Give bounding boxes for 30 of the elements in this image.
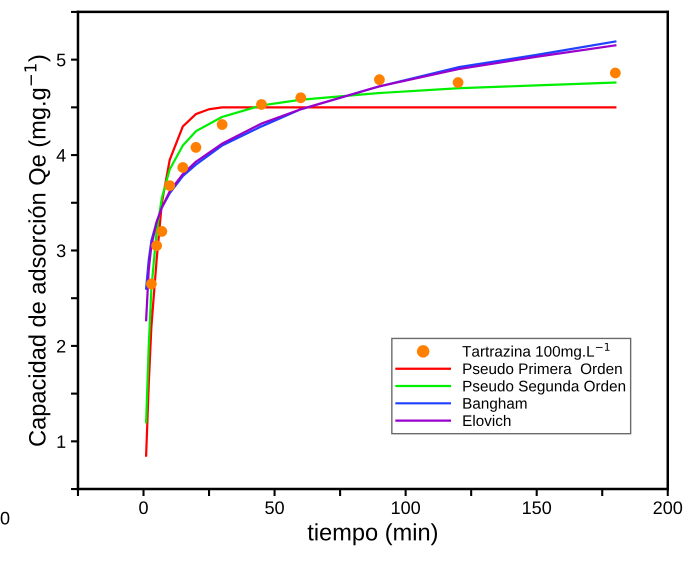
x-tick-label: 50 [265,501,284,514]
text: 0 [0,512,10,525]
point [164,180,176,191]
y-tick-label: 4 [56,149,66,162]
point [256,99,267,110]
legend-label: Pseudo Segunda Orden [463,380,626,395]
x-tick-label: 150 [523,501,552,514]
y-tick-label: 3 [56,244,66,258]
point [156,226,168,237]
x-tick-label: 100 [392,501,420,514]
point [177,162,188,173]
legend-label: Tartrazina 100mg.L$^{−1}$ [462,342,610,360]
point [610,68,621,78]
point [374,74,385,86]
x-tick-label: 0 [139,501,148,514]
point [295,92,306,104]
y-tick-label: 5 [56,54,66,66]
legend-label: Elovich [463,414,510,426]
y-tick-label: 2 [57,340,66,352]
point [146,278,157,290]
point [452,77,464,88]
legend-label: Pseudo Primera Orden [463,362,622,374]
x-tick-label: 200 [654,501,682,514]
point [216,119,228,130]
x-axis-title: tiempo (min) [308,523,438,546]
legend-label: Bangham [463,398,527,412]
y-axis-title: Capacidad de adsorción Qe (mg.g$^{−1}$) [24,56,50,446]
point [151,240,162,252]
point [190,142,202,153]
y-tick-label: 1 [58,435,66,448]
